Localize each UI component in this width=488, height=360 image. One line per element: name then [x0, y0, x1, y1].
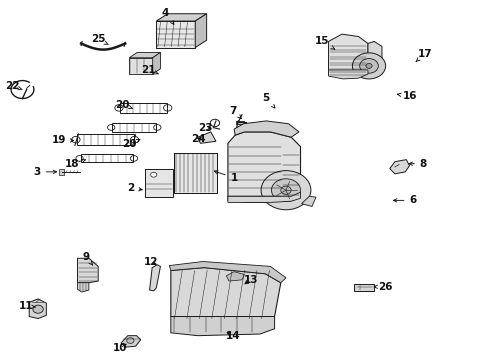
Polygon shape [77, 258, 98, 283]
Text: 4: 4 [162, 8, 174, 24]
Polygon shape [226, 272, 244, 281]
Text: 19: 19 [52, 135, 74, 145]
Bar [120, 103, 166, 113]
Text: 1: 1 [214, 171, 237, 183]
Polygon shape [156, 21, 195, 48]
Polygon shape [227, 132, 300, 202]
Text: 17: 17 [415, 49, 431, 62]
Circle shape [359, 59, 378, 73]
Bar [174, 153, 217, 193]
Polygon shape [121, 336, 141, 347]
Circle shape [33, 305, 43, 313]
Bar [174, 153, 217, 193]
Text: 22: 22 [5, 81, 22, 91]
Text: 26: 26 [373, 282, 392, 292]
Circle shape [261, 171, 310, 210]
Text: 7: 7 [229, 106, 241, 118]
Polygon shape [170, 316, 274, 336]
Bar [112, 123, 156, 132]
Polygon shape [367, 41, 381, 72]
Circle shape [280, 186, 290, 194]
Circle shape [365, 63, 371, 68]
Text: 16: 16 [397, 91, 417, 102]
Text: 20: 20 [115, 100, 132, 109]
Text: 8: 8 [408, 159, 426, 169]
Polygon shape [195, 14, 206, 48]
Polygon shape [234, 121, 298, 137]
Polygon shape [129, 58, 152, 74]
Polygon shape [29, 299, 46, 319]
Text: 3: 3 [33, 167, 57, 177]
Text: 20: 20 [122, 139, 140, 149]
Text: 11: 11 [19, 301, 36, 311]
Text: 14: 14 [225, 331, 240, 341]
Text: 12: 12 [143, 257, 158, 266]
Text: 10: 10 [113, 343, 127, 353]
Polygon shape [170, 267, 280, 321]
Text: 25: 25 [91, 35, 108, 45]
Circle shape [126, 338, 134, 343]
Polygon shape [301, 196, 315, 207]
Text: 2: 2 [126, 183, 142, 193]
Text: 21: 21 [141, 65, 158, 75]
Polygon shape [77, 283, 89, 292]
Polygon shape [169, 261, 285, 283]
Text: 18: 18 [65, 159, 85, 169]
Polygon shape [389, 159, 408, 174]
Polygon shape [129, 53, 160, 58]
Circle shape [352, 53, 385, 79]
Text: 23: 23 [198, 123, 212, 133]
Bar [59, 169, 64, 175]
Text: 24: 24 [191, 134, 206, 144]
Bar [144, 168, 173, 197]
Bar [354, 284, 373, 291]
Text: 13: 13 [243, 275, 258, 285]
Polygon shape [152, 53, 160, 74]
Polygon shape [227, 192, 300, 202]
Circle shape [150, 172, 157, 177]
Bar [236, 121, 244, 124]
Polygon shape [198, 132, 216, 143]
Polygon shape [328, 34, 367, 76]
Text: 5: 5 [262, 94, 274, 108]
Bar [77, 134, 134, 145]
Polygon shape [328, 70, 367, 79]
Bar [81, 154, 133, 162]
Text: 9: 9 [82, 252, 93, 265]
Circle shape [271, 179, 300, 202]
Text: 15: 15 [314, 36, 334, 49]
Polygon shape [156, 14, 206, 21]
Text: 6: 6 [393, 195, 416, 205]
Polygon shape [149, 265, 160, 291]
